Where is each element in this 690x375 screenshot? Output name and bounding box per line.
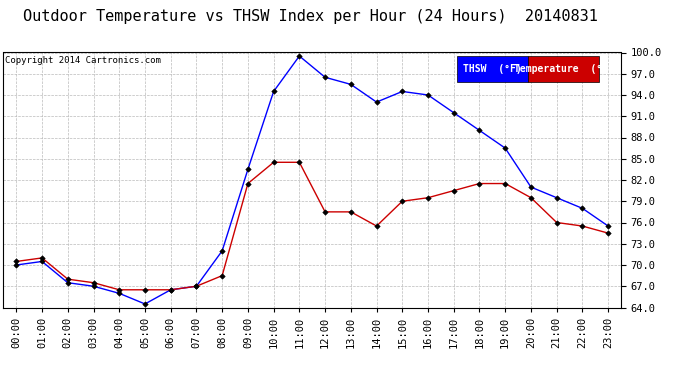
FancyBboxPatch shape	[529, 56, 600, 82]
Text: Outdoor Temperature vs THSW Index per Hour (24 Hours)  20140831: Outdoor Temperature vs THSW Index per Ho…	[23, 9, 598, 24]
Text: THSW  (°F): THSW (°F)	[464, 64, 522, 74]
Text: Copyright 2014 Cartronics.com: Copyright 2014 Cartronics.com	[5, 56, 161, 65]
FancyBboxPatch shape	[457, 56, 529, 82]
Text: Temperature  (°F): Temperature (°F)	[514, 64, 614, 74]
